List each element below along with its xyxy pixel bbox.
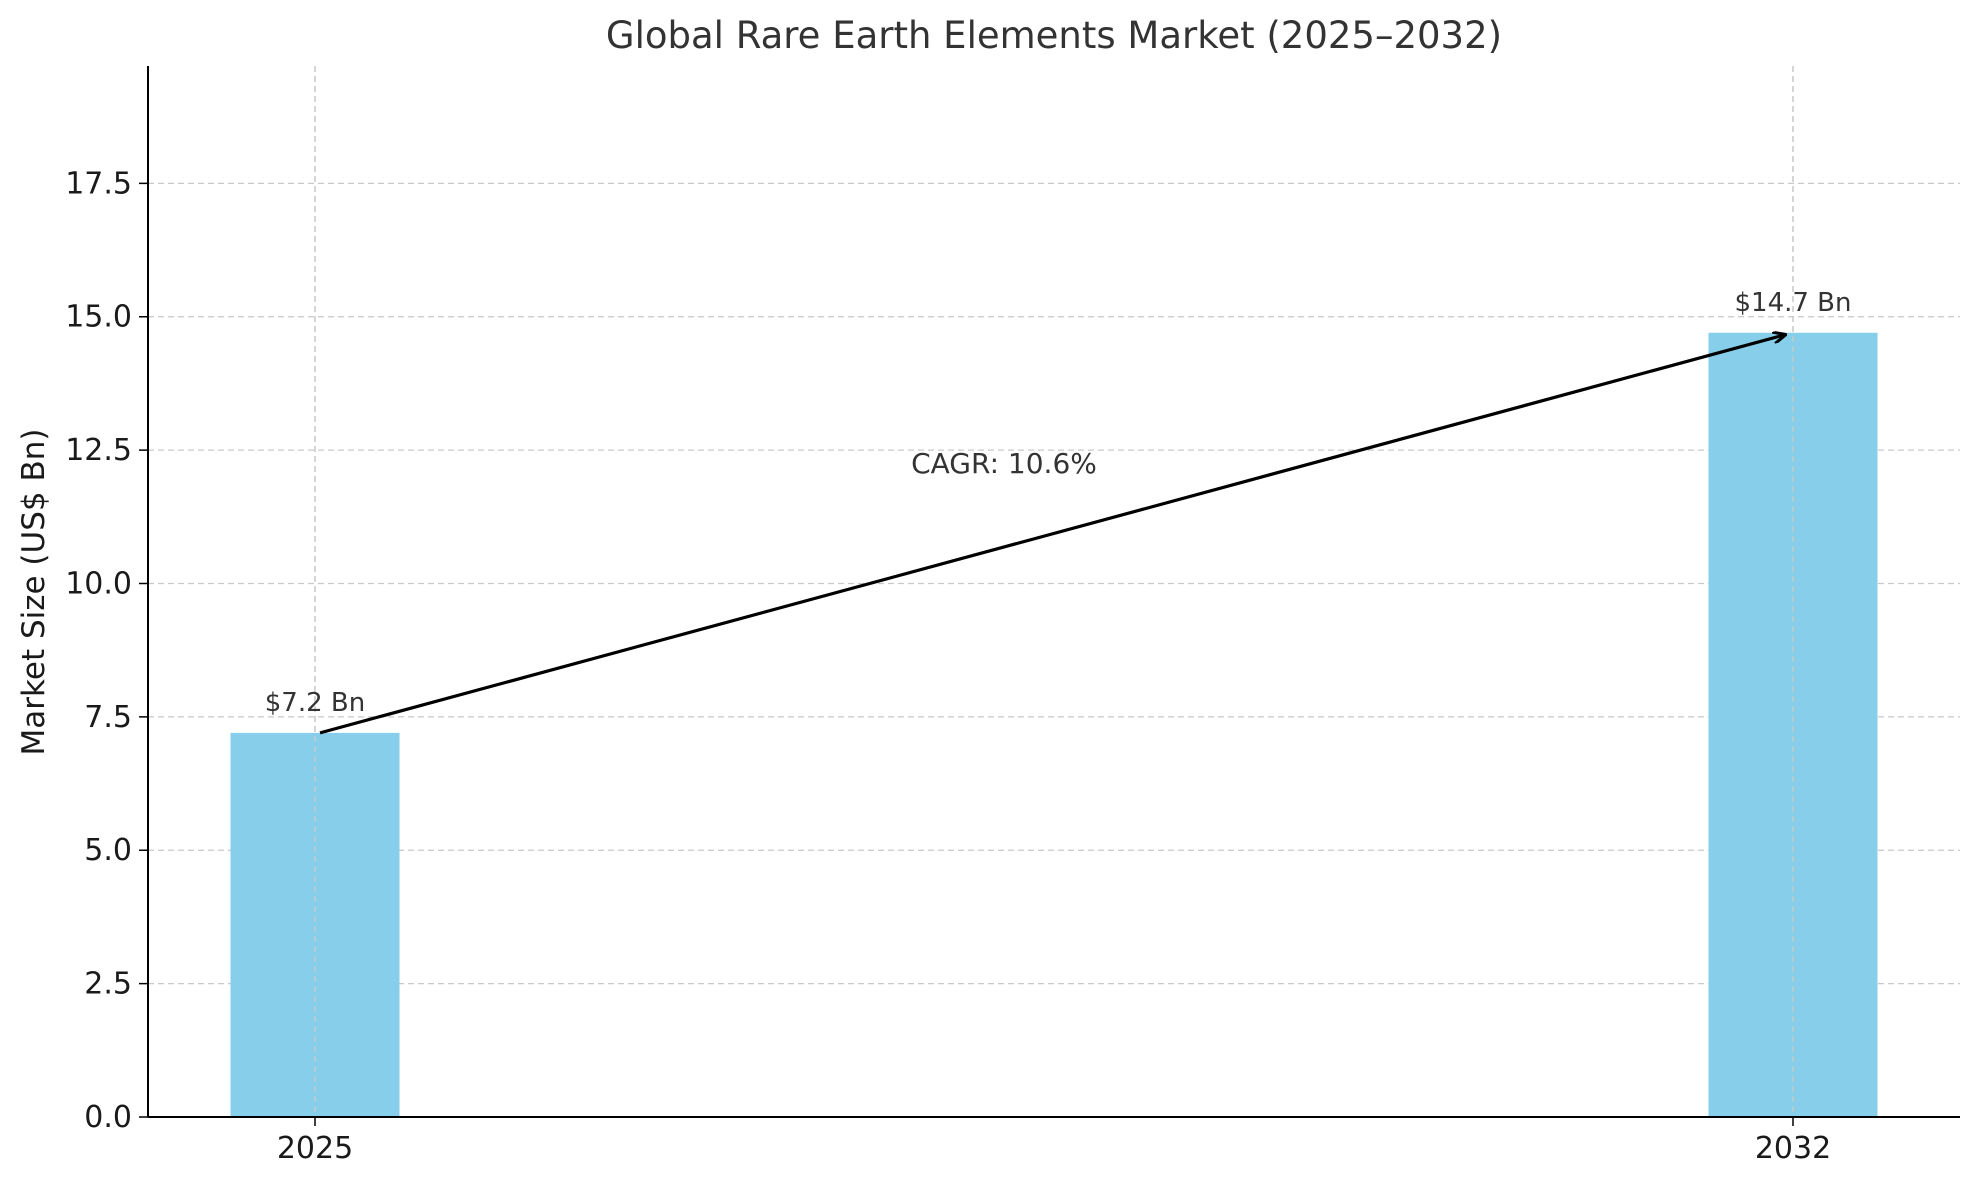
y-axis-ticks: 0.0 2.5 5.0 7.5 10.0 12.5 15.0 17.5 [65, 166, 148, 1135]
bars [230, 66, 1878, 1117]
axes [147, 66, 1960, 1118]
cagr-annotation: CAGR: 10.6% [319, 335, 1785, 735]
y-tick-label: 7.5 [84, 700, 132, 735]
grid-lines [148, 66, 1960, 1117]
bar-value-label: $7.2 Bn [265, 688, 365, 718]
y-tick-label: 2.5 [84, 967, 132, 1002]
x-tick-label: 2025 [277, 1131, 353, 1166]
x-tick-label: 2032 [1755, 1131, 1831, 1166]
y-tick-label: 17.5 [65, 166, 132, 201]
y-tick-label: 12.5 [65, 433, 132, 468]
y-tick-label: 0.0 [84, 1100, 132, 1135]
y-axis-title: Market Size (US$ Bn) [16, 429, 52, 756]
y-tick-label: 15.0 [65, 300, 132, 335]
y-tick-label: 5.0 [84, 833, 132, 868]
bar-value-label: $14.7 Bn [1734, 288, 1851, 318]
data-labels: $7.2 Bn $14.7 Bn [265, 288, 1852, 718]
y-tick-label: 10.0 [65, 566, 132, 601]
chart-title: Global Rare Earth Elements Market (2025–… [606, 14, 1502, 57]
cagr-arrow [319, 335, 1785, 735]
x-axis-ticks: 2025 2032 [277, 1117, 1831, 1166]
cagr-label: CAGR: 10.6% [911, 447, 1097, 480]
